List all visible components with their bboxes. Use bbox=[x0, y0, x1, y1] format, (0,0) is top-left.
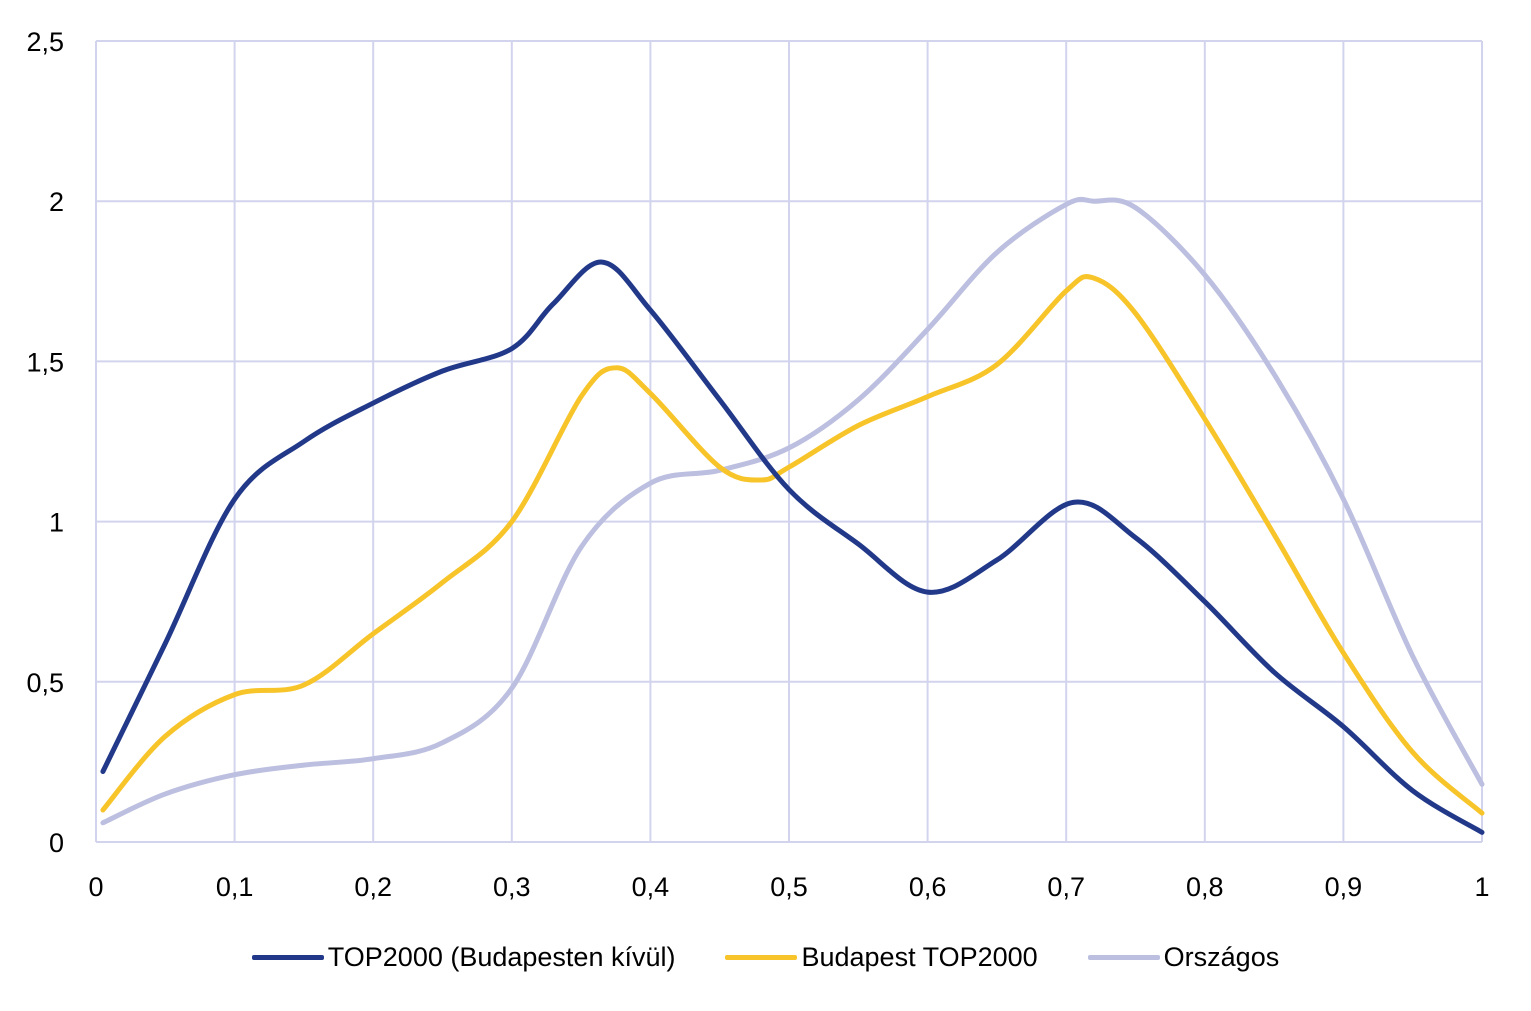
series-line bbox=[100, 259, 1485, 835]
axes bbox=[95, 41, 1482, 843]
x-tick-label: 0 bbox=[88, 872, 103, 902]
x-tick-label: 1 bbox=[1474, 872, 1489, 902]
x-tick-label: 0,2 bbox=[354, 872, 392, 902]
legend-swatch bbox=[1087, 954, 1160, 960]
series-line bbox=[100, 196, 1485, 826]
x-tick-label: 0,3 bbox=[493, 872, 531, 902]
line-chart: 0 0,5 1 1,5 2 2,5 0 0,1 0,2 0,3 0,4 0,5 0,6 0,7 0,8 0,… bbox=[26, 27, 1489, 902]
x-tick-label: 0,4 bbox=[632, 872, 670, 902]
x-tick-label: 0,5 bbox=[770, 872, 808, 902]
x-tick-label: 0,8 bbox=[1186, 872, 1224, 902]
x-tick-labels: 0 0,1 0,2 0,3 0,4 0,5 0,6 0,7 0,8 0,9 1 bbox=[88, 872, 1489, 902]
legend-item: TOP2000 (Budapesten kívül) bbox=[251, 941, 676, 973]
y-tick-label: 0 bbox=[49, 828, 64, 858]
y-tick-labels: 0 0,5 1 1,5 2 2,5 bbox=[26, 27, 64, 858]
x-tick-label: 0,1 bbox=[216, 872, 254, 902]
x-tick-label: 0,7 bbox=[1047, 872, 1085, 902]
y-tick-label: 1 bbox=[49, 508, 64, 538]
y-tick-label: 0,5 bbox=[26, 668, 64, 698]
y-tick-label: 2 bbox=[49, 187, 64, 217]
y-tick-label: 2,5 bbox=[26, 27, 64, 57]
legend-label: Országos bbox=[1163, 941, 1280, 972]
series-line bbox=[100, 274, 1485, 816]
x-tick-label: 0,9 bbox=[1325, 872, 1363, 902]
legend-label: Budapest TOP2000 bbox=[801, 941, 1038, 972]
y-tick-label: 1,5 bbox=[26, 347, 64, 377]
legend-item: Országos bbox=[1087, 941, 1280, 973]
legend-label: TOP2000 (Budapesten kívül) bbox=[327, 941, 676, 972]
grid-lines bbox=[96, 40, 1483, 842]
legend-item: Budapest TOP2000 bbox=[725, 941, 1038, 973]
legend-swatch bbox=[251, 954, 324, 960]
series-lines bbox=[100, 196, 1485, 835]
legend: TOP2000 (Budapesten kívül) Budapest TOP20… bbox=[0, 935, 1531, 979]
legend-swatch bbox=[725, 954, 798, 960]
x-tick-label: 0,6 bbox=[909, 872, 947, 902]
